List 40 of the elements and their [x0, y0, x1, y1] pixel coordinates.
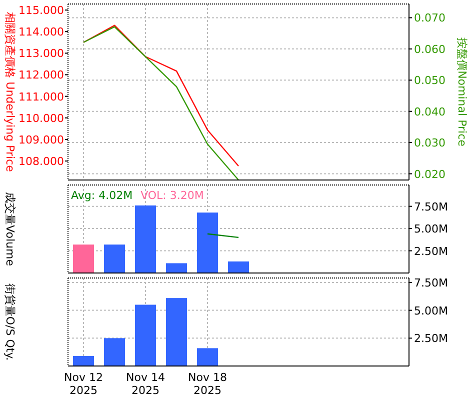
x-tick-label: Nov 12 2025	[64, 371, 103, 397]
y-tick-label: 114.000	[18, 26, 64, 39]
x-tick-label: Nov 18 2025	[188, 371, 227, 397]
y-tick-label: 5.00M	[414, 222, 448, 236]
y2-tick-label: 0.070	[414, 12, 446, 25]
bar	[72, 356, 94, 366]
bar	[166, 263, 188, 273]
y-tick-label: 113.000	[18, 47, 64, 60]
annotation: VOL: 3.20M	[140, 189, 204, 202]
y-tick-label: 7.50M	[414, 200, 448, 214]
y-tick-label: 7.50M	[414, 276, 448, 290]
y2-axis-title: 按盤價Nominal Price	[456, 38, 468, 147]
bar	[134, 304, 156, 366]
y2-tick-label: 0.020	[414, 168, 446, 181]
y-tick-label: 111.000	[18, 90, 64, 104]
y2-tick-label: 0.060	[414, 42, 446, 56]
bar	[196, 212, 218, 273]
y-tick-label: 109.000	[18, 133, 64, 146]
bar	[72, 244, 94, 273]
y-tick-label: 2.50M	[414, 332, 448, 346]
y-tick-label: 2.50M	[414, 244, 448, 258]
y2-tick-label: 0.050	[414, 74, 446, 88]
bar	[196, 348, 218, 366]
y-tick-label: 112.000	[18, 68, 64, 82]
annotation: Avg: 4.02M	[71, 189, 133, 202]
y-axis-title: 成交量Volume	[4, 192, 16, 266]
x-tick-label: Nov 14 2025	[126, 371, 165, 397]
y2-tick-label: 0.030	[414, 136, 446, 150]
bar	[166, 298, 188, 366]
y-tick-label: 110.000	[18, 112, 64, 125]
y2-tick-label: 0.040	[414, 105, 446, 118]
bar	[134, 205, 156, 273]
y-axis-title: 相關資產價格 Underlying Price	[4, 12, 16, 172]
bar	[228, 261, 250, 273]
bar	[104, 244, 126, 273]
bar	[104, 338, 126, 366]
y-tick-label: 115.000	[18, 4, 64, 18]
y-axis-title: 街貨量O/S Qty.	[4, 283, 16, 361]
y-tick-label: 5.00M	[414, 304, 448, 318]
y-tick-label: 108.000	[18, 155, 64, 168]
